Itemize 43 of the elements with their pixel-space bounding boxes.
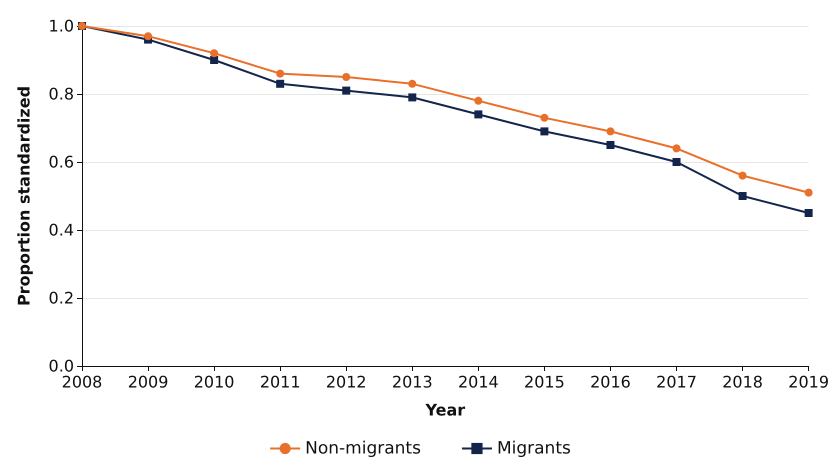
- point: [210, 49, 218, 58]
- point: [672, 158, 681, 166]
- point: [606, 127, 614, 136]
- point: [738, 192, 747, 200]
- point: [804, 209, 813, 217]
- x-tick-label: 2011: [260, 372, 301, 392]
- point: [804, 188, 813, 197]
- y-tick-label: 0.0: [48, 356, 74, 376]
- y-tick-label: 0.4: [48, 220, 74, 240]
- point: [474, 110, 482, 118]
- y-axis-title: Proportion standardized: [14, 86, 34, 306]
- x-axis-title: Year: [424, 400, 466, 420]
- x-tick-label: 2016: [590, 372, 631, 392]
- x-tick-label: 2018: [722, 372, 763, 392]
- x-tick-label: 2013: [392, 372, 433, 392]
- point: [672, 144, 681, 152]
- x-tick-label: 2010: [194, 372, 234, 392]
- point: [408, 80, 416, 88]
- point: [342, 73, 350, 81]
- x-tick-label: 2012: [326, 372, 367, 392]
- y-tick-label: 0.2: [48, 288, 74, 308]
- x-tick-label: 2017: [656, 372, 697, 392]
- x-tick-label: 2008: [62, 372, 102, 392]
- x-tick-label: 2009: [128, 372, 168, 392]
- point: [342, 86, 350, 95]
- point: [738, 172, 747, 180]
- point: [474, 96, 482, 105]
- point: [144, 32, 152, 40]
- point: [408, 93, 416, 102]
- y-tick-label: 1.0: [48, 16, 74, 36]
- legend-label: Migrants: [496, 438, 571, 458]
- x-tick-label: 2015: [524, 372, 565, 392]
- point: [540, 114, 548, 122]
- point: [276, 80, 284, 88]
- point: [606, 141, 614, 149]
- point: [276, 70, 284, 78]
- y-tick-label: 0.6: [48, 152, 74, 172]
- x-tick-label: 2019: [788, 372, 829, 392]
- point: [540, 127, 548, 136]
- legend-label: Non-migrants: [305, 438, 422, 458]
- y-tick-label: 0.8: [48, 84, 74, 104]
- point: [210, 56, 218, 64]
- x-tick-label: 2014: [458, 372, 499, 392]
